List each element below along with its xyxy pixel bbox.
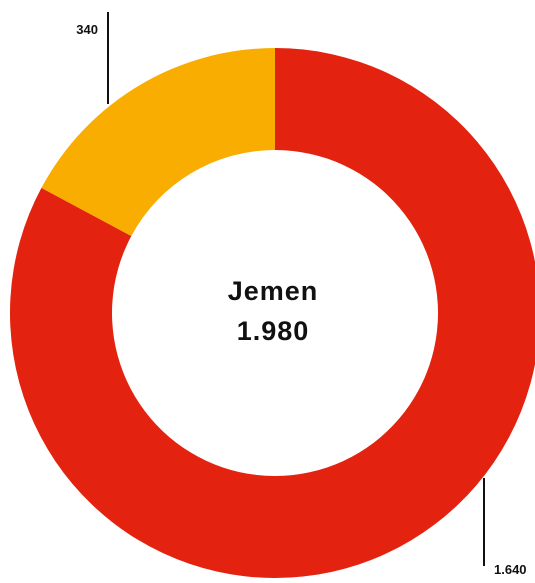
center-title: Jemen [228,276,319,306]
center-value: 1.980 [237,316,310,346]
donut-segment [41,48,276,237]
value-label: 340 [76,22,98,37]
donut-segment [10,48,535,578]
segments [10,48,535,578]
value-label: 1.640 [494,562,527,577]
